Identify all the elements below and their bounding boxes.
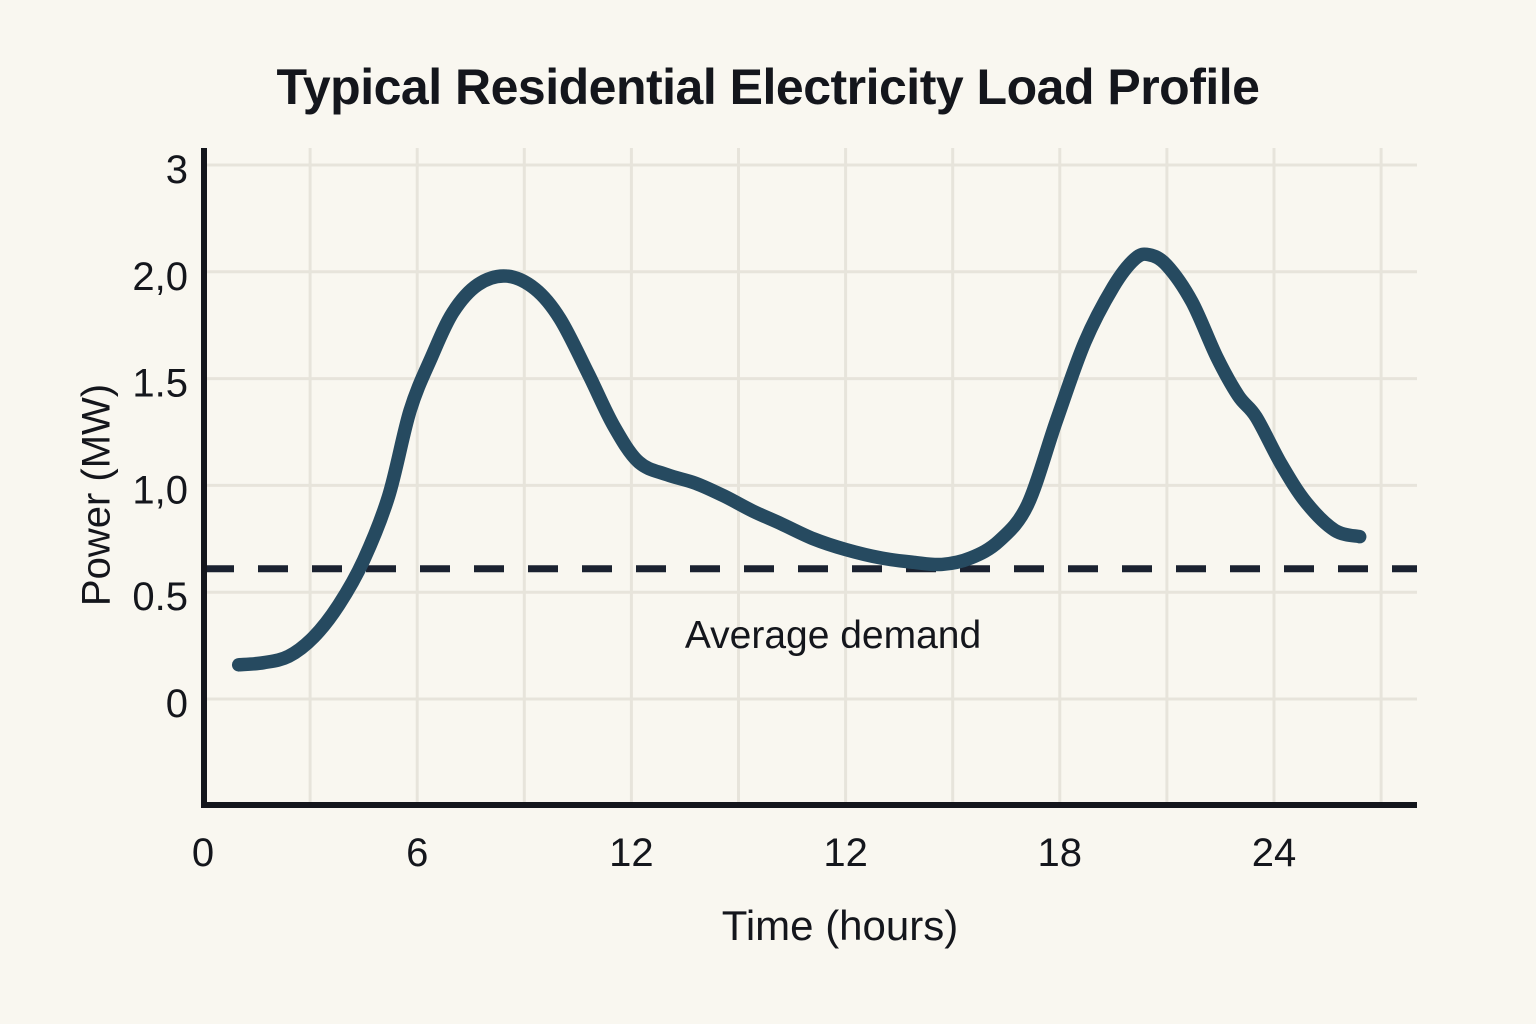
x-tick-label: 0	[192, 831, 214, 875]
gridlines	[201, 148, 1417, 805]
y-tick-label: 3	[166, 148, 188, 192]
load-curve-path	[231, 247, 1367, 672]
x-tick-label: 18	[1038, 831, 1083, 875]
x-tick-labels: 0 6 12 12 18 24	[192, 831, 1296, 875]
y-axis-title: Power (MW)	[74, 383, 119, 607]
y-tick-label: 0.5	[132, 575, 188, 619]
x-tick-label: 12	[609, 831, 654, 875]
y-tick-labels: 3 2,0 1.5 1,0 0.5 0	[132, 148, 188, 726]
load-curve	[231, 247, 1367, 672]
x-tick-label: 24	[1252, 831, 1297, 875]
chart-title: Typical Residential Electricity Load Pro…	[276, 59, 1260, 115]
average-demand-label: Average demand	[684, 614, 982, 657]
y-tick-label: 0	[166, 682, 188, 726]
y-tick-label: 1,0	[132, 468, 188, 512]
axes	[201, 148, 1417, 808]
y-tick-label: 1.5	[132, 362, 188, 406]
x-tick-label: 12	[823, 831, 868, 875]
x-tick-label: 6	[406, 831, 428, 875]
x-axis-title: Time (hours)	[721, 902, 959, 949]
y-tick-label: 2,0	[132, 255, 188, 299]
